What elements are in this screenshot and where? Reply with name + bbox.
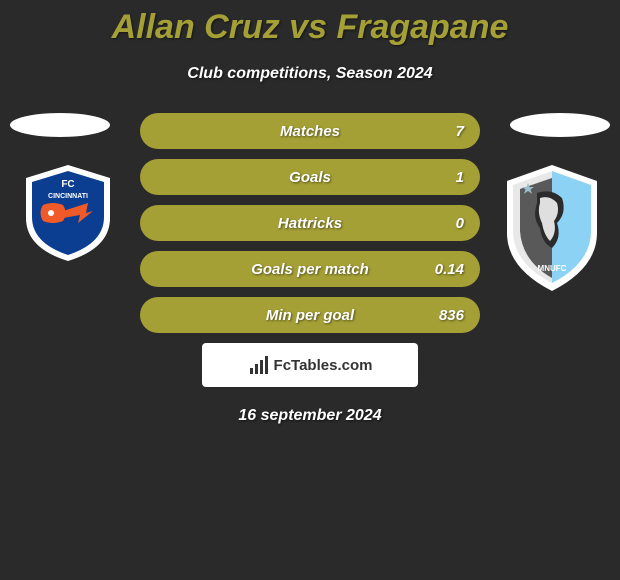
stat-row: Goals 1 [140,159,480,195]
svg-text:FC: FC [61,179,74,190]
stat-value: 1 [456,169,464,186]
stat-label: Hattricks [278,215,342,232]
stat-label: Min per goal [266,307,354,324]
stat-label: Goals [289,169,331,186]
stat-rows: Matches 7 Goals 1 Hattricks 0 Goals per … [140,113,480,333]
team-badge-right: MNUFC [502,163,602,293]
stat-row: Min per goal 836 [140,297,480,333]
date-text: 16 september 2024 [0,407,620,425]
player-ellipse-right [510,113,610,137]
brand-box: FcTables.com [202,343,418,387]
stat-value: 836 [439,307,464,324]
stat-row: Goals per match 0.14 [140,251,480,287]
comparison-panel: FC CINCINNATI MNUFC Matches 7 Goals 1 [0,113,620,333]
minnesota-united-logo-icon: MNUFC [502,163,602,293]
stat-value: 0 [456,215,464,232]
brand-text: FcTables.com [274,357,373,374]
fc-cincinnati-logo-icon: FC CINCINNATI [18,163,118,263]
chart-icon [248,354,270,376]
player-ellipse-left [10,113,110,137]
stat-value: 0.14 [435,261,464,278]
stat-value: 7 [456,123,464,140]
stat-label: Matches [280,123,340,140]
page-title: Allan Cruz vs Fragapane [0,0,620,47]
svg-text:CINCINNATI: CINCINNATI [48,193,88,200]
subtitle: Club competitions, Season 2024 [0,65,620,83]
stat-row: Hattricks 0 [140,205,480,241]
team-badge-left: FC CINCINNATI [18,163,118,263]
stat-row: Matches 7 [140,113,480,149]
stat-label: Goals per match [251,261,369,278]
svg-text:MNUFC: MNUFC [538,264,567,273]
